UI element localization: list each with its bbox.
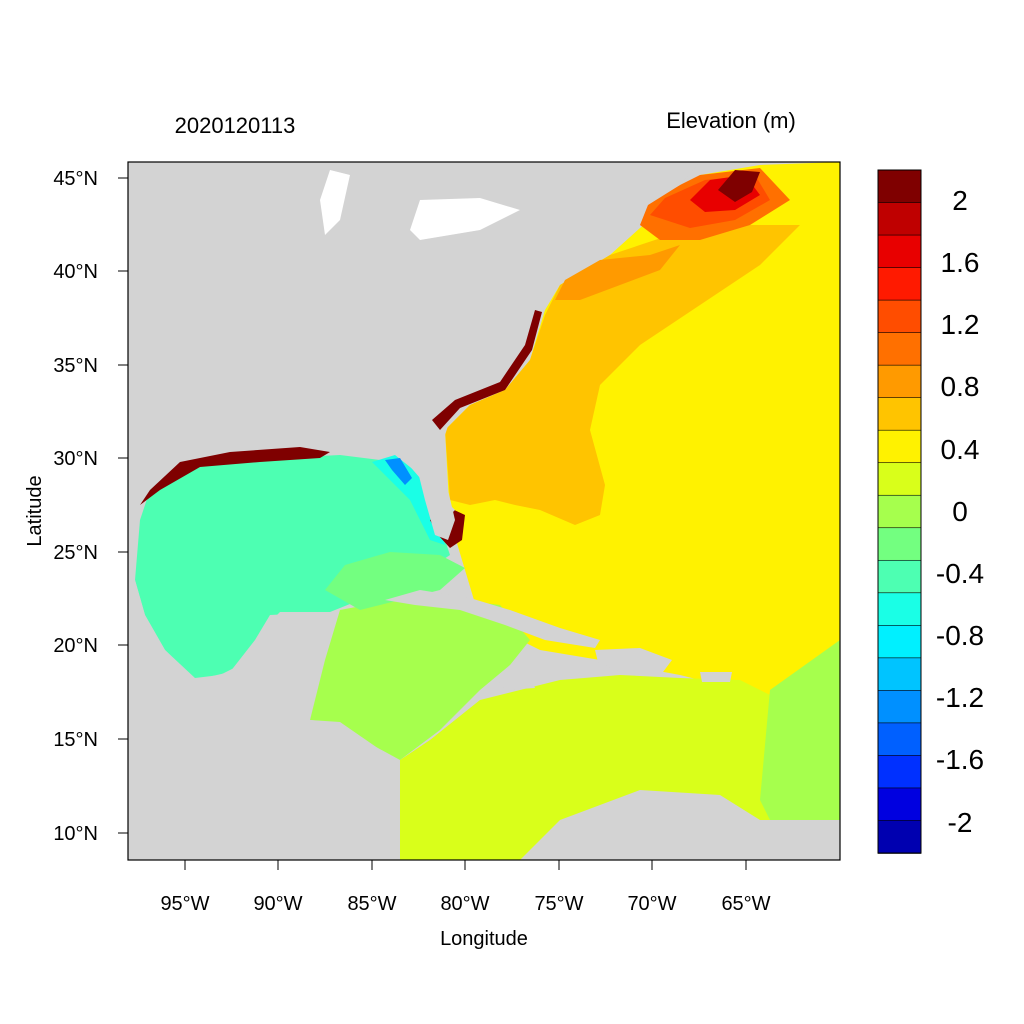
x-tick-label: 70°W (627, 893, 676, 915)
x-tick-label: 85°W (347, 893, 396, 915)
y-tick: 25°N (53, 542, 128, 564)
colorbar-label: 0.4 (941, 434, 980, 465)
colorbar-cell (877, 462, 922, 497)
caribbean-east-edge (760, 640, 840, 860)
y-tick: 15°N (53, 729, 128, 751)
caribbean-west-basin (310, 595, 530, 760)
colorbar-cell (877, 722, 922, 757)
colorbar-cell (877, 690, 922, 724)
colorbar-cell (877, 787, 922, 822)
big-bend-negative (385, 458, 412, 485)
y-tick: 10°N (53, 823, 128, 845)
date-label: 2020120113 (175, 113, 296, 138)
variable-label: Elevation (m) (666, 108, 796, 133)
colorbar-cell (877, 202, 922, 236)
gulf-loop-current (325, 552, 465, 610)
colorbar-cell (877, 429, 922, 464)
colorbar-label: -1.6 (936, 744, 984, 775)
plot-frame (127, 161, 841, 861)
colorbar-cell (877, 299, 922, 334)
colorbar-cell (877, 592, 922, 627)
colorbar-cell (877, 364, 922, 399)
x-tick-label: 65°W (721, 893, 770, 915)
y-tick: 35°N (53, 355, 128, 377)
gulf-of-maine-core (718, 170, 760, 202)
y-tick: 30°N (53, 448, 128, 470)
jamaica (498, 676, 535, 690)
colorbar-cell (877, 332, 922, 366)
colorbar-label: 0.8 (941, 371, 980, 402)
x-tick: 85°W (347, 860, 397, 915)
y-tick-label: 25°N (53, 542, 98, 564)
colorbar-cell (877, 397, 922, 431)
x-tick-label: 80°W (440, 893, 489, 915)
x-axis-title: Longitude (440, 928, 528, 950)
florida-west-shelf (372, 455, 445, 545)
colorbar-label: 2 (952, 185, 968, 216)
y-tick-label: 40°N (53, 261, 98, 283)
puerto-rico (700, 672, 732, 682)
x-axis: 95°W 90°W 85°W 80°W 75°W 70°W 65°W Longi… (160, 860, 771, 950)
south-america (400, 790, 840, 860)
y-tick: 20°N (53, 635, 128, 657)
x-tick-label: 75°W (534, 893, 583, 915)
florida-peninsula (415, 455, 455, 540)
us-landmass (128, 162, 700, 525)
east-coast-surge (432, 310, 542, 430)
atlantic-bight-band (555, 245, 680, 300)
colorbar-cell (877, 494, 922, 529)
colorbar-cells (877, 169, 922, 854)
great-lakes (320, 170, 520, 240)
colorbar-cell (877, 820, 922, 854)
cuba (385, 590, 600, 648)
colorbar-label: 0 (952, 496, 968, 527)
atlantic-orange-band (445, 225, 800, 525)
colorbar-legend: 2 1.6 1.2 0.8 0.4 0 -0.4 -0.8 -1.2 -1.6 … (877, 169, 984, 854)
x-tick: 65°W (721, 860, 771, 915)
x-tick: 95°W (160, 860, 210, 915)
colorbar-cell (877, 267, 922, 301)
y-axis-title: Latitude (24, 475, 46, 546)
y-tick-label: 20°N (53, 635, 98, 657)
x-tick-label: 95°W (160, 893, 209, 915)
y-tick-label: 35°N (53, 355, 98, 377)
y-tick-label: 10°N (53, 823, 98, 845)
colorbar-cell (877, 657, 922, 692)
mexico-central-america (128, 520, 400, 860)
colorbar-label: 1.2 (941, 309, 980, 340)
colorbar-cell (877, 559, 922, 594)
colorbar-cell (877, 527, 922, 562)
hispaniola (595, 648, 672, 676)
x-tick: 70°W (627, 860, 677, 915)
colorbar-label: -2 (948, 807, 973, 838)
colorbar-label: 1.6 (941, 247, 980, 278)
gulf-of-mexico (135, 455, 450, 678)
y-tick-label: 15°N (53, 729, 98, 751)
y-tick-label: 45°N (53, 168, 98, 190)
colorbar-frame (877, 169, 922, 854)
y-tick: 45°N (53, 168, 128, 190)
colorbar-label: -0.8 (936, 620, 984, 651)
colorbar-label: -0.4 (936, 558, 984, 589)
x-tick-label: 90°W (253, 893, 302, 915)
gulf-coast-surge (140, 447, 330, 505)
y-tick-label: 30°N (53, 448, 98, 470)
colorbar-cell (877, 234, 922, 269)
colorbar-cell (877, 625, 922, 659)
x-tick: 75°W (534, 860, 584, 915)
x-tick: 80°W (440, 860, 490, 915)
x-tick: 90°W (253, 860, 303, 915)
colorbar-label: -1.2 (936, 682, 984, 713)
colorbar-cell (877, 169, 922, 204)
y-axis: 45°N 40°N 35°N 30°N 25°N 20°N 15°N 10°N (24, 168, 128, 845)
y-tick: 40°N (53, 261, 128, 283)
map-panel (128, 162, 840, 860)
colorbar-cell (877, 755, 922, 789)
